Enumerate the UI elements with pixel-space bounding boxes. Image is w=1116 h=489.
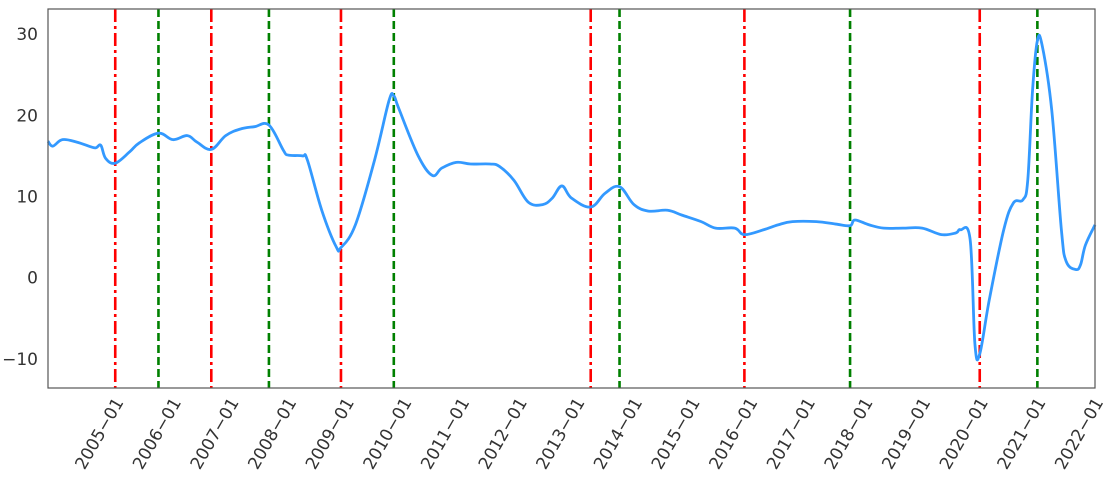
x-tick-label: 2020−01 [936,395,993,474]
x-tick-label: 2017−01 [763,395,820,474]
x-tick-label: 2013−01 [533,395,590,474]
y-tick-label: 10 [16,187,38,207]
x-tick-label: 2006−01 [129,395,186,474]
x-tick-label: 2011−01 [417,395,474,474]
x-tick-label: 2022−01 [1051,395,1108,474]
x-tick-label: 2021−01 [994,395,1051,474]
y-tick-label: 30 [16,25,38,45]
y-tick-label: 20 [16,106,38,126]
x-axis: 2005−01 2006−01 2007−01 2008−01 2009−01 2010−… [72,395,1109,474]
x-tick-label: 2009−01 [302,395,359,474]
x-tick-label: 2016−01 [705,395,762,474]
x-tick-label: 2005−01 [72,395,129,474]
x-tick-label: 2007−01 [187,395,244,474]
x-tick-label: 2019−01 [878,395,935,474]
y-tick-label: −10 [2,350,38,370]
vertical-markers [113,9,1039,388]
plot-frame [47,8,1096,389]
x-tick-label: 2008−01 [244,395,301,474]
series-line [46,33,1097,362]
x-tick-label: 2010−01 [360,395,417,474]
x-tick-label: 2015−01 [648,395,705,474]
x-tick-label: 2012−01 [475,395,532,474]
series-layer [46,33,1097,362]
x-tick-label: 2014−01 [590,395,647,474]
x-tick-label: 2018−01 [821,395,878,474]
y-tick-label: 0 [27,269,38,289]
y-axis: −10 0 10 20 30 [2,25,38,370]
